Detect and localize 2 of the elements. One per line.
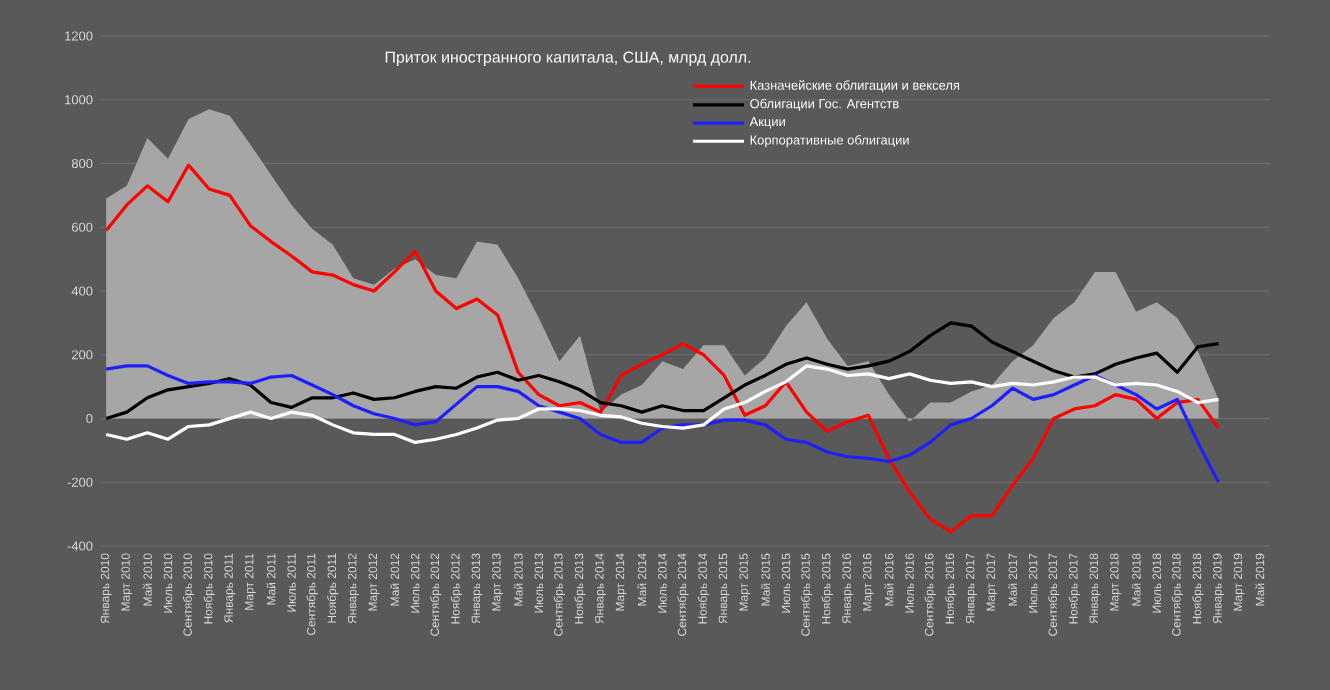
line-series (104, 163, 1221, 534)
line-series (104, 364, 1221, 484)
